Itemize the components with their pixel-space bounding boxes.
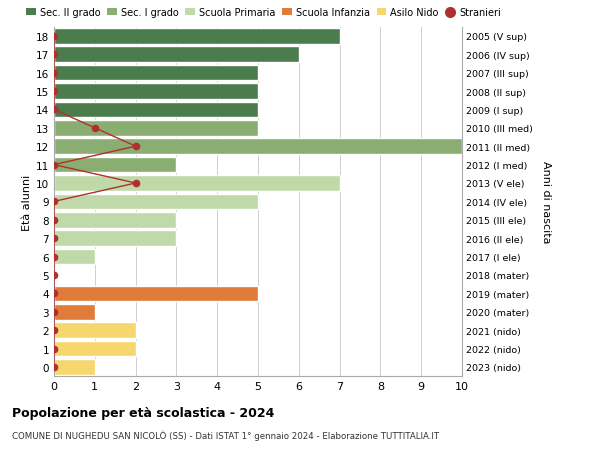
Bar (54, 84, 258, 100)
Bar (54, 139, 462, 155)
Bar (54, 359, 95, 375)
Bar (54, 249, 95, 265)
Text: Popolazione per età scolastica - 2024: Popolazione per età scolastica - 2024 (12, 406, 274, 419)
Bar (54, 213, 176, 228)
Bar (54, 323, 136, 338)
Bar (54, 231, 176, 246)
Bar (54, 194, 258, 210)
Bar (54, 66, 258, 81)
Text: COMUNE DI NUGHEDU SAN NICOLÒ (SS) - Dati ISTAT 1° gennaio 2024 - Elaborazione TU: COMUNE DI NUGHEDU SAN NICOLÒ (SS) - Dati… (12, 429, 439, 440)
Legend: Sec. II grado, Sec. I grado, Scuola Primaria, Scuola Infanzia, Asilo Nido, Stran: Sec. II grado, Sec. I grado, Scuola Prim… (26, 8, 501, 18)
Bar (54, 157, 176, 173)
Bar (54, 286, 258, 302)
Bar (54, 304, 95, 320)
Bar (54, 176, 340, 191)
Bar (54, 341, 136, 357)
Bar (54, 29, 340, 45)
Bar (54, 47, 299, 63)
Y-axis label: Età alunni: Età alunni (22, 174, 32, 230)
Y-axis label: Anni di nascita: Anni di nascita (541, 161, 551, 243)
Bar (54, 121, 258, 136)
Bar (54, 102, 258, 118)
